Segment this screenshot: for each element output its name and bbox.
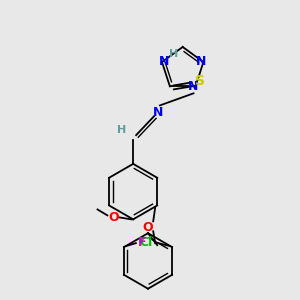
Text: N: N (159, 55, 169, 68)
Text: H: H (117, 125, 126, 135)
Text: F: F (138, 236, 146, 249)
Text: O: O (108, 211, 119, 224)
Text: Cl: Cl (140, 236, 153, 249)
Text: O: O (142, 221, 153, 234)
Text: N: N (188, 80, 199, 93)
Text: N: N (153, 106, 163, 119)
Text: N: N (196, 55, 207, 68)
Text: H: H (169, 49, 178, 59)
Text: S: S (195, 74, 205, 88)
